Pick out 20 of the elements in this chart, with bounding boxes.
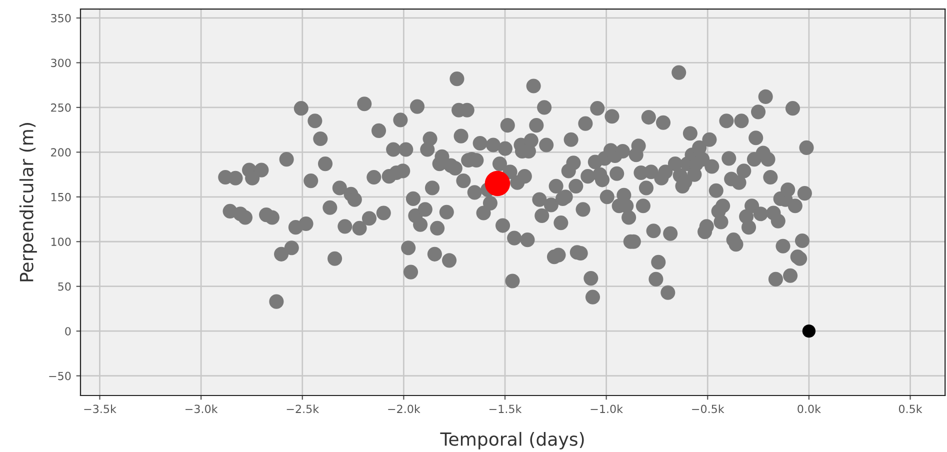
x-tick-label: −3.0k	[186, 404, 218, 414]
y-tick-label: 200	[51, 148, 71, 157]
y-tick-label: 350	[51, 14, 71, 22]
x-tick-label: −3.5k	[84, 404, 116, 414]
y-tick-label: 50	[58, 282, 71, 291]
y-axis-title: Perpendicular (m)	[19, 123, 37, 282]
y-tick-label: 250	[51, 103, 71, 112]
x-tick-label: −0.5k	[692, 404, 724, 414]
y-tick-label: −50	[49, 372, 71, 380]
x-tick-label: −2.5k	[286, 404, 320, 414]
x-tick-label: 0.0k	[798, 404, 821, 414]
y-tick-label: 0	[65, 327, 71, 336]
x-axis-title: Temporal (days)	[440, 432, 584, 450]
y-tick-label: 150	[51, 192, 71, 202]
x-tick-label: −2.0k	[388, 404, 420, 414]
x-tick-label: −1.5k	[489, 404, 522, 414]
x-tick-label: 0.5k	[898, 404, 922, 414]
y-tick-label: 300	[51, 58, 71, 68]
y-tick-label: 100	[51, 238, 71, 246]
x-tick-label: −1.0k	[590, 404, 623, 414]
